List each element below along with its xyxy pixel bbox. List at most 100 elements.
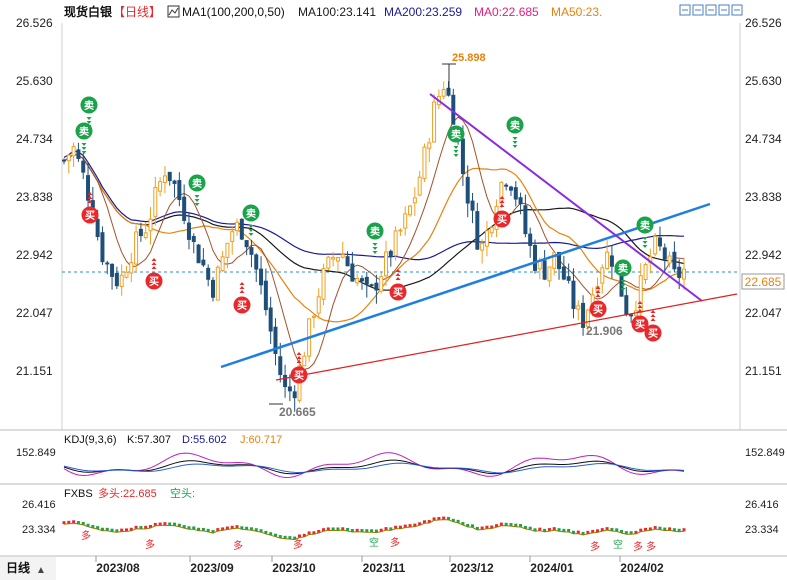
candle-body xyxy=(657,237,662,247)
candle-body xyxy=(384,251,389,277)
trend-line-resistance-purple[interactable] xyxy=(429,93,703,302)
sell-signal: 卖 xyxy=(636,216,654,248)
trend-line-base-red[interactable] xyxy=(275,293,738,381)
ma-params[interactable]: MA1(100,200,0,50) xyxy=(182,5,285,19)
ma50-line xyxy=(63,153,685,323)
fxbs-bar xyxy=(370,529,374,533)
candle-body xyxy=(379,276,384,292)
fxbs-bar xyxy=(350,529,354,533)
fxbs-bar xyxy=(346,528,350,532)
fxbs-bar xyxy=(620,529,624,533)
fxbs-bar xyxy=(168,522,172,526)
buy-signal-arrow xyxy=(395,273,401,276)
candle-body xyxy=(244,240,249,248)
indicator-icon[interactable] xyxy=(167,5,180,18)
candle-body xyxy=(134,231,139,265)
zoom-out-icon[interactable] xyxy=(692,4,704,16)
fxbs-bar xyxy=(177,523,181,527)
fxbs-bar xyxy=(514,523,518,527)
ma100-line xyxy=(63,153,685,291)
candle-body xyxy=(62,159,66,162)
buy-signal: 买 xyxy=(589,286,607,318)
candle-body xyxy=(283,374,288,388)
sell-signal-arrow xyxy=(642,241,648,244)
candle-body xyxy=(263,280,268,311)
sell-signal-badge xyxy=(636,216,654,234)
fxbs-bar xyxy=(76,521,80,525)
buy-signal: 买 xyxy=(389,269,407,301)
candle-body xyxy=(441,89,446,97)
fxbs-bar xyxy=(663,527,667,531)
fxbs-bar xyxy=(446,516,450,520)
candle-body xyxy=(95,218,100,237)
kdj-d-value: D:55.602 xyxy=(182,434,227,446)
ma-short-line xyxy=(63,116,685,371)
sell-signal: 卖 xyxy=(447,125,465,157)
sell-signal-arrow xyxy=(512,141,518,144)
candle-body xyxy=(489,227,494,234)
restore-icon[interactable] xyxy=(718,4,730,16)
buy-signal-char: 买 xyxy=(635,319,645,331)
expand-icon[interactable] xyxy=(705,4,717,16)
kdj-panel: KDJ(9,3,6) K:57.307 D:55.602 J:60.717 15… xyxy=(0,429,787,479)
candle-body xyxy=(662,247,667,260)
sell-signal-badge xyxy=(80,96,98,114)
sell-signal-badge xyxy=(188,174,206,192)
sell-signal: 卖 xyxy=(506,116,524,148)
sell-signal-arrow xyxy=(372,243,378,246)
fxbs-bar xyxy=(173,522,177,526)
candle-body xyxy=(581,302,586,328)
fxbs-long-label: 多 xyxy=(293,538,303,551)
sell-signal-arrow xyxy=(194,203,200,206)
candle-body xyxy=(110,263,115,277)
fxbs-bar xyxy=(216,528,220,532)
candle-body xyxy=(374,282,379,291)
candle-body xyxy=(302,355,307,367)
candle-body xyxy=(268,307,273,332)
candle-body xyxy=(350,263,355,282)
price-tick-left: 21.151 xyxy=(16,364,53,378)
price-tick-right: 22.942 xyxy=(745,248,782,262)
candle-body xyxy=(153,187,158,217)
candle-body xyxy=(86,175,91,201)
period-tab[interactable]: 日线 xyxy=(6,560,30,575)
buy-signal-char: 买 xyxy=(294,370,304,382)
sell-signal-arrow xyxy=(453,154,459,157)
fxbs-short-label: 空 xyxy=(369,536,379,549)
fxbs-long-label: 多 xyxy=(233,539,243,552)
fxbs-axis-left-top: 26.416 xyxy=(22,499,56,511)
candle-body xyxy=(254,254,259,270)
fxbs-bar xyxy=(81,521,85,525)
candle-body xyxy=(355,278,360,284)
last-price-value: 22.685 xyxy=(745,275,782,289)
fxbs-bar xyxy=(677,528,681,532)
trend-line-support-blue[interactable] xyxy=(220,202,711,369)
candle-body xyxy=(249,247,254,255)
buy-signal-arrow xyxy=(595,290,601,293)
close-icon[interactable] xyxy=(731,4,743,16)
candle-body xyxy=(412,197,417,204)
buy-signal-arrow xyxy=(595,286,601,289)
ma50-value: MA50:23. xyxy=(551,5,602,19)
buy-signal-arrow xyxy=(650,318,656,321)
buy-signal-badge xyxy=(589,300,607,318)
candle-body xyxy=(172,180,177,184)
fxbs-bar xyxy=(240,526,244,530)
candle-body xyxy=(114,272,119,287)
fxbs-bar xyxy=(519,523,523,527)
fxbs-bar xyxy=(586,530,590,534)
fxbs-bar xyxy=(298,534,302,538)
candle-body xyxy=(605,251,610,270)
period-dropdown-icon[interactable]: ▲ xyxy=(36,565,46,576)
candle-body xyxy=(316,296,321,314)
zoom-in-icon[interactable] xyxy=(679,4,691,16)
fxbs-bar xyxy=(269,532,273,536)
buy-signal-arrow xyxy=(637,309,643,312)
fxbs-bar xyxy=(557,528,561,532)
indicator-icon-glyph xyxy=(168,7,179,16)
sell-signal: 卖 xyxy=(242,204,260,236)
candle-body xyxy=(311,315,316,319)
candle-body xyxy=(186,222,191,240)
sell-signal-arrow xyxy=(194,195,200,198)
